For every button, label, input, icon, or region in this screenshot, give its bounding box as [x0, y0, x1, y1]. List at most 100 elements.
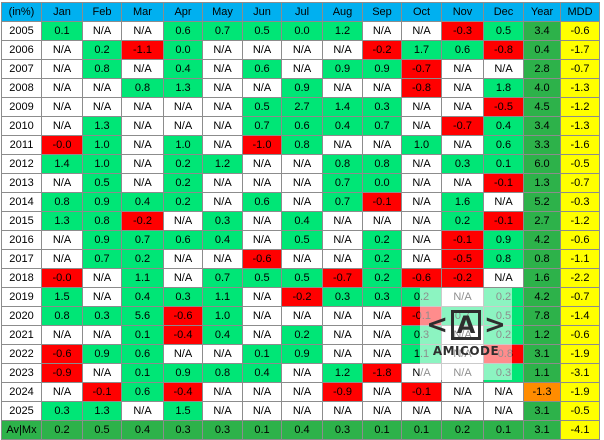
month-return-cell: N/A: [121, 21, 164, 41]
month-return-cell: N/A: [281, 363, 323, 383]
month-return-cell: N/A: [322, 249, 363, 269]
month-return-cell: 0.6: [163, 21, 203, 41]
year-total-cell: -1.3: [523, 382, 561, 402]
month-return-cell: N/A: [163, 211, 203, 231]
row-year-label: 2015: [1, 211, 42, 231]
month-return-cell: N/A: [242, 154, 282, 174]
month-return-cell: 1.4: [41, 154, 83, 174]
month-return-cell: 0.3: [401, 325, 442, 345]
month-return-cell: 0.2: [362, 268, 402, 288]
row-year-label: 2008: [1, 78, 42, 98]
month-return-cell: 0.2: [121, 249, 164, 269]
month-return-cell: N/A: [202, 173, 243, 193]
month-return-cell: N/A: [281, 59, 323, 79]
header-jul: Jul: [281, 2, 323, 22]
month-return-cell: 0.8: [82, 59, 122, 79]
header-oct: Oct: [401, 2, 442, 22]
summary-label: Av|Mx: [1, 420, 42, 440]
header-year: Year: [523, 2, 561, 22]
table-row: 2018 -0.0 N/A 1.1 N/A 0.7 0.5 0.5 -0.7 0.2 -0.6 -0.…: [1, 268, 600, 288]
year-total-cell: 1.3: [523, 173, 561, 193]
row-year-label: 2024: [1, 382, 42, 402]
month-return-cell: 0.9: [82, 192, 122, 212]
month-return-cell: 0.0: [163, 40, 203, 60]
month-return-cell: N/A: [82, 287, 122, 307]
month-return-cell: N/A: [322, 401, 363, 421]
month-return-cell: N/A: [202, 382, 243, 402]
table-row: 2013 N/A 0.5 N/A 0.2 N/A N/A N/A 0.7 0.0 N/A N/A -0.…: [1, 173, 600, 193]
month-return-cell: N/A: [202, 135, 243, 155]
month-return-cell: -0.5: [441, 249, 484, 269]
year-total-cell: 2.7: [523, 211, 561, 231]
month-return-cell: 0.7: [202, 268, 243, 288]
row-year-label: 2014: [1, 192, 42, 212]
row-year-label: 2018: [1, 268, 42, 288]
month-return-cell: N/A: [322, 135, 363, 155]
month-return-cell: N/A: [281, 173, 323, 193]
month-return-cell: 0.7: [362, 116, 402, 136]
month-return-cell: -0.8: [483, 344, 524, 364]
month-return-cell: N/A: [242, 40, 282, 60]
header-sep: Sep: [362, 2, 402, 22]
month-return-cell: -0.1: [483, 173, 524, 193]
header-apr: Apr: [163, 2, 203, 22]
summary-month-cell: 0.1: [483, 420, 524, 440]
month-return-cell: -0.4: [163, 325, 203, 345]
month-return-cell: -1.0: [242, 135, 282, 155]
month-return-cell: N/A: [242, 173, 282, 193]
month-return-cell: 0.4: [281, 211, 323, 231]
month-return-cell: -0.6: [163, 306, 203, 326]
month-return-cell: 0.6: [121, 382, 164, 402]
month-return-cell: 0.3: [41, 401, 83, 421]
month-return-cell: 0.3: [202, 211, 243, 231]
month-return-cell: 0.9: [281, 78, 323, 98]
month-return-cell: N/A: [483, 268, 524, 288]
summary-month-cell: 0.4: [121, 420, 164, 440]
summary-month-cell: 0.1: [401, 420, 442, 440]
row-year-label: 2010: [1, 116, 42, 136]
month-return-cell: 0.7: [82, 249, 122, 269]
month-return-cell: 0.3: [322, 287, 363, 307]
table-row: 2016 N/A 0.9 0.7 0.6 0.4 N/A 0.5 N/A 0.2 N/A -0.1 0.…: [1, 230, 600, 250]
month-return-cell: 1.6: [441, 192, 484, 212]
max-drawdown-cell: -0.7: [560, 59, 600, 79]
month-return-cell: 0.2: [362, 249, 402, 269]
month-return-cell: 0.4: [242, 363, 282, 383]
month-return-cell: N/A: [281, 192, 323, 212]
month-return-cell: 0.8: [202, 363, 243, 383]
month-return-cell: -0.5: [483, 97, 524, 117]
month-return-cell: 0.8: [362, 154, 402, 174]
month-return-cell: 0.8: [41, 192, 83, 212]
table-row: 2009 N/A N/A N/A N/A N/A 0.5 2.7 1.4 0.3 N/A N/A -0.…: [1, 97, 600, 117]
summary-month-cell: 0.1: [362, 420, 402, 440]
month-return-cell: -0.7: [322, 268, 363, 288]
month-return-cell: 1.2: [322, 363, 363, 383]
row-year-label: 2012: [1, 154, 42, 174]
month-return-cell: -0.7: [401, 59, 442, 79]
month-return-cell: -0.1: [362, 192, 402, 212]
month-return-cell: 1.0: [82, 154, 122, 174]
month-return-cell: 0.0: [281, 21, 323, 41]
month-return-cell: N/A: [202, 344, 243, 364]
max-drawdown-cell: -1.1: [560, 249, 600, 269]
row-year-label: 2022: [1, 344, 42, 364]
table-row: 2024 N/A -0.1 0.6 -0.4 N/A N/A N/A -0.9 N/A -0.1 N/…: [1, 382, 600, 402]
month-return-cell: 0.6: [483, 135, 524, 155]
max-drawdown-cell: -3.1: [560, 363, 600, 383]
month-return-cell: 0.9: [362, 59, 402, 79]
month-return-cell: 0.2: [163, 154, 203, 174]
month-return-cell: 1.3: [41, 211, 83, 231]
summary-year-cell: 3.1: [523, 420, 561, 440]
month-return-cell: N/A: [82, 97, 122, 117]
month-return-cell: 1.0: [163, 135, 203, 155]
max-drawdown-cell: -0.6: [560, 230, 600, 250]
month-return-cell: N/A: [483, 192, 524, 212]
table-row: 2019 1.5 N/A 0.4 0.3 1.1 N/A -0.2 0.3 0.3 0.2 N/A 0.…: [1, 287, 600, 307]
month-return-cell: N/A: [41, 116, 83, 136]
month-return-cell: N/A: [121, 97, 164, 117]
month-return-cell: 2.7: [281, 97, 323, 117]
month-return-cell: N/A: [242, 325, 282, 345]
month-return-cell: N/A: [242, 287, 282, 307]
month-return-cell: N/A: [322, 344, 363, 364]
row-year-label: 2007: [1, 59, 42, 79]
